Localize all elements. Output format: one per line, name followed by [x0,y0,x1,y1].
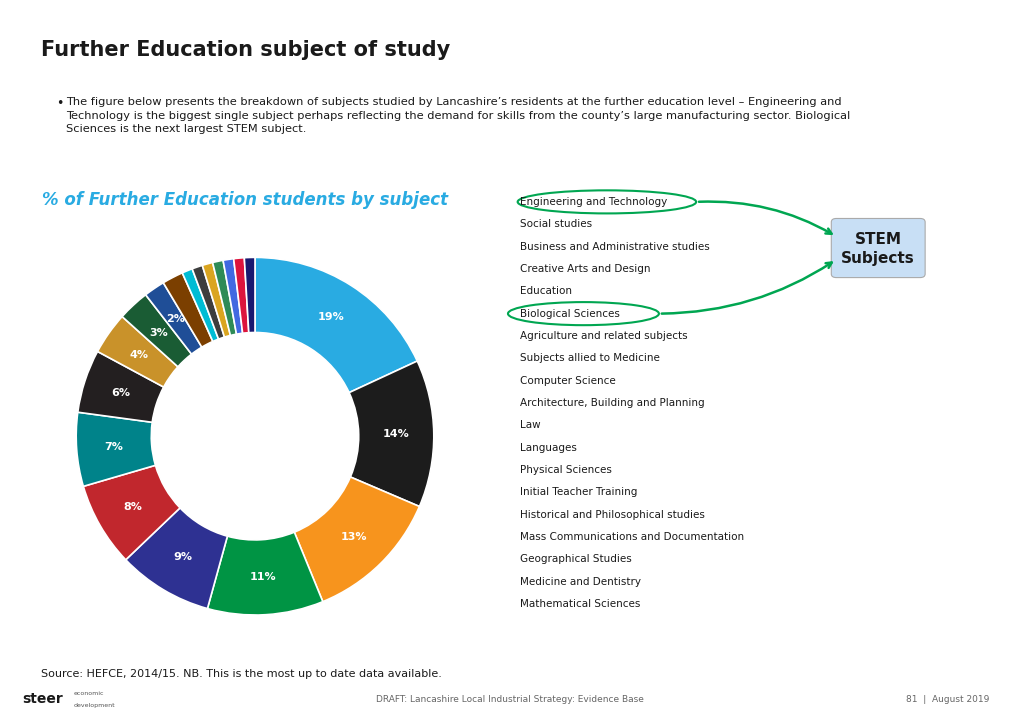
Text: 13%: 13% [340,532,367,542]
Wedge shape [163,273,213,348]
Wedge shape [223,259,243,334]
Wedge shape [76,412,155,487]
Text: Creative Arts and Design: Creative Arts and Design [520,264,650,274]
Text: development: development [73,703,115,707]
Wedge shape [245,257,255,332]
Text: economic: economic [73,691,104,696]
Text: Biological Sciences: Biological Sciences [520,309,620,319]
Text: STEM: STEM [854,231,901,247]
Wedge shape [125,508,227,609]
Text: 2%: 2% [166,314,184,324]
Text: Geographical Studies: Geographical Studies [520,554,632,565]
Wedge shape [98,317,177,387]
Text: Physical Sciences: Physical Sciences [520,465,611,475]
Text: The figure below presents the breakdown of subjects studied by Lancashire’s resi: The figure below presents the breakdown … [66,97,850,133]
Wedge shape [233,257,249,333]
Text: Initial Teacher Training: Initial Teacher Training [520,487,637,497]
Text: Computer Science: Computer Science [520,376,615,386]
Text: 4%: 4% [129,350,149,360]
Text: Subjects allied to Medicine: Subjects allied to Medicine [520,353,659,363]
Wedge shape [294,477,419,601]
Text: Agriculture and related subjects: Agriculture and related subjects [520,331,687,341]
Wedge shape [348,361,433,506]
FancyBboxPatch shape [830,218,924,278]
Text: •: • [56,97,63,110]
Text: 7%: 7% [105,442,123,452]
Text: Engineering and Technology: Engineering and Technology [520,197,666,207]
Text: Source: HEFCE, 2014/15. NB. This is the most up to date data available.: Source: HEFCE, 2014/15. NB. This is the … [41,669,441,679]
Text: 8%: 8% [123,502,142,512]
Text: steer: steer [22,692,63,707]
Text: 19%: 19% [317,312,344,322]
Wedge shape [202,262,230,337]
Text: DRAFT: Lancashire Local Industrial Strategy: Evidence Base: DRAFT: Lancashire Local Industrial Strat… [376,695,643,704]
Wedge shape [77,351,163,423]
Wedge shape [212,260,236,335]
Text: Historical and Philosophical studies: Historical and Philosophical studies [520,510,704,520]
Text: 14%: 14% [382,429,410,439]
Text: Subjects: Subjects [841,251,914,266]
Text: Mathematical Sciences: Mathematical Sciences [520,599,640,609]
Text: Education: Education [520,286,572,296]
Text: 6%: 6% [111,388,130,397]
Text: 81  |  August 2019: 81 | August 2019 [905,695,988,704]
Text: Business and Administrative studies: Business and Administrative studies [520,242,709,252]
Wedge shape [255,257,417,393]
Text: Law: Law [520,420,540,430]
Wedge shape [122,295,192,367]
Wedge shape [182,269,218,342]
Wedge shape [84,465,180,559]
Text: 9%: 9% [173,552,192,562]
Text: Languages: Languages [520,443,577,453]
Wedge shape [207,532,322,615]
Text: Architecture, Building and Planning: Architecture, Building and Planning [520,398,704,408]
Text: % of Further Education students by subject: % of Further Education students by subje… [42,191,447,209]
Wedge shape [146,283,202,354]
Text: Mass Communications and Documentation: Mass Communications and Documentation [520,532,744,542]
Wedge shape [192,265,224,339]
Text: Social studies: Social studies [520,219,592,229]
Text: 3%: 3% [150,327,168,337]
Text: 11%: 11% [250,572,276,583]
Text: Further Education subject of study: Further Education subject of study [41,40,449,60]
Text: Medicine and Dentistry: Medicine and Dentistry [520,577,641,587]
